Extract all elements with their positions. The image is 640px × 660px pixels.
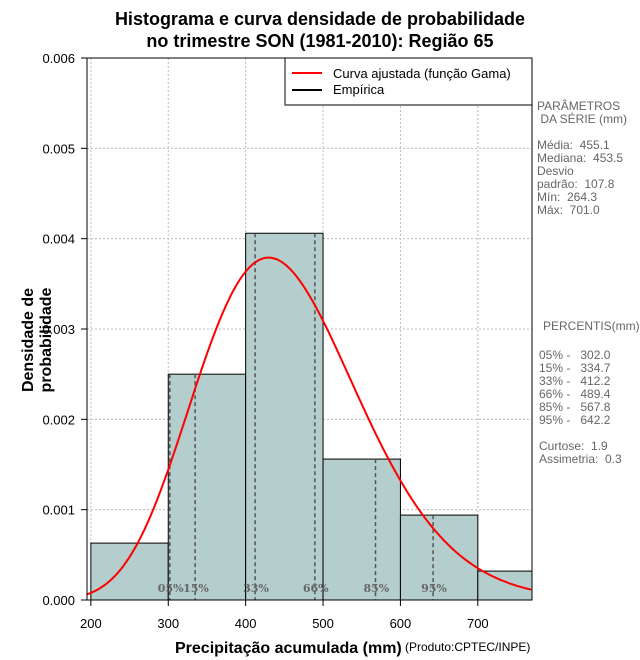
percentile-label: 66% [303, 582, 329, 595]
legend: Curva ajustada (função Gama) Empírica [284, 57, 533, 106]
y-tick-label: 0.006 [42, 51, 75, 66]
percentile-66: 66% - 489.4 [539, 387, 611, 401]
stat-curtose: Curtose: 1.9 [539, 439, 608, 453]
legend-box [284, 57, 533, 106]
stat-mediana: Mediana: 453.5 [537, 151, 624, 165]
percentile-label: 95% [421, 582, 447, 595]
percentile-label: 33% [243, 582, 269, 595]
x-tick-label: 700 [467, 616, 489, 631]
y-axis-ticks: 0.000 0.001 0.002 0.003 0.004 0.005 0.006 [42, 51, 87, 608]
percentile-95: 95% - 642.2 [539, 413, 611, 427]
histogram-bar [477, 570, 533, 601]
stat-min: Mín: 264.3 [537, 190, 598, 204]
y-tick-label: 0.001 [42, 503, 75, 518]
percentile-05: 05% - 302.0 [539, 348, 611, 362]
x-tick-label: 400 [235, 616, 257, 631]
gamma-fit-curve [86, 256, 532, 596]
y-tick-label: 0.000 [42, 593, 75, 608]
histogram-bar [90, 542, 169, 601]
x-tick-label: 500 [312, 616, 334, 631]
percentile-label: 05% [158, 582, 184, 595]
x-tick-label: 600 [390, 616, 412, 631]
stat-desvio: padrão: 107.8 [537, 177, 615, 191]
x-axis-label: Precipitação acumulada (mm) [175, 640, 402, 657]
percentile-33: 33% - 412.2 [539, 374, 611, 388]
chart-title-line1: Histograma e curva densidade de probabil… [114, 9, 526, 29]
series-parameters-panel: PARÂMETROS DA SÉRIE (mm) Média: 455.1 Me… [537, 100, 627, 217]
percentile-label: 15% [183, 582, 209, 595]
chart-title-line2: no trimestre SON (1981-2010): Região 65 [146, 31, 494, 51]
stat-media: Média: 455.1 [537, 138, 610, 152]
percentile-15: 15% - 334.7 [539, 361, 611, 375]
stat-max: Máx: 701.0 [537, 203, 600, 217]
percentiles-panel: 05% - 302.0 15% - 334.7 33% - 412.2 66% … [539, 349, 622, 466]
stat-desvio-label: Desvio [537, 164, 574, 178]
percentile-labels: 05% 15% 33% 66% 85% 95% [158, 582, 448, 595]
histogram-bar [245, 232, 324, 601]
histogram-bar [167, 373, 247, 601]
histogram-bar [322, 458, 401, 601]
y-tick-label: 0.005 [42, 141, 75, 156]
x-tick-label: 300 [157, 616, 179, 631]
percentiles-header: PERCENTIS(mm) [543, 319, 640, 333]
histogram-bars [90, 232, 533, 601]
x-axis-ticks: 200 300 400 500 600 700 [80, 600, 489, 631]
histogram-bar [399, 514, 479, 601]
stat-assimetria: Assimetria: 0.3 [539, 452, 622, 466]
params-header: PARÂMETROS [537, 99, 621, 113]
y-tick-label: 0.004 [42, 232, 75, 247]
legend-label-curve: Curva ajustada (função Gama) [333, 66, 511, 81]
source-note: (Produto:CPTEC/INPE) [405, 640, 531, 654]
legend-label-empirica: Empírica [333, 82, 385, 97]
params-header-unit: DA SÉRIE (mm) [537, 112, 628, 126]
y-axis-label: Densidade de probabilidade [20, 287, 55, 393]
x-tick-label: 200 [80, 616, 102, 631]
percentile-label: 85% [364, 582, 390, 595]
percentile-85: 85% - 567.8 [539, 400, 611, 414]
y-tick-label: 0.003 [42, 322, 75, 337]
y-tick-label: 0.002 [42, 412, 75, 427]
